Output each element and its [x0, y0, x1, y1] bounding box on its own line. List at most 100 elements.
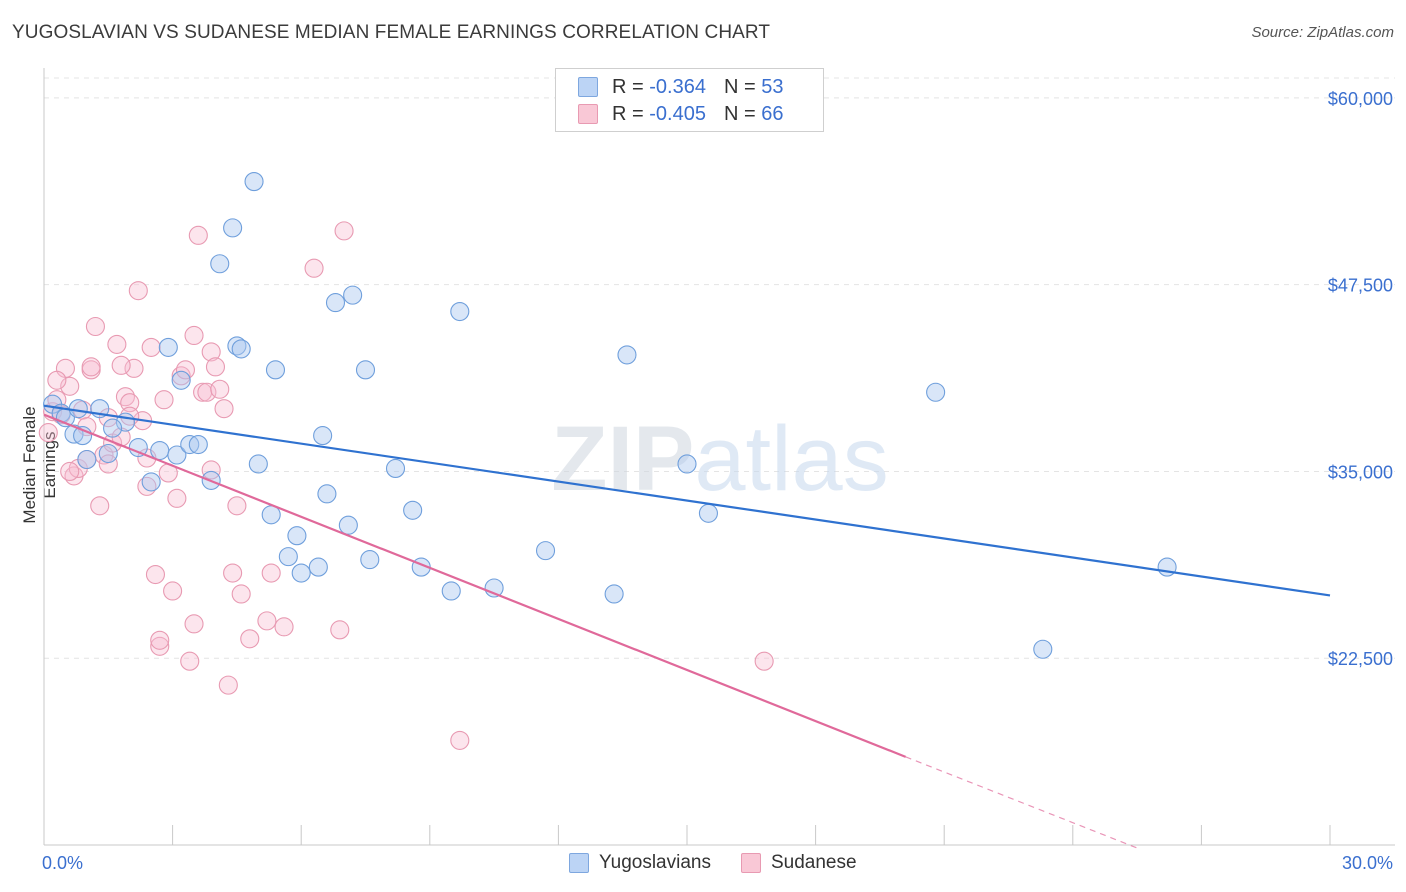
yugoslavians-point [355, 360, 376, 380]
sudanese-point [141, 337, 161, 357]
sudanese-point [227, 496, 247, 516]
sudanese-trend-extension [905, 756, 1138, 849]
sudanese-point [231, 584, 251, 604]
sudanese-point [188, 225, 208, 245]
legend-item-yugoslavians[interactable]: Yugoslavians [569, 852, 711, 874]
yugoslavians-point [317, 484, 337, 504]
sudanese-point [145, 564, 166, 585]
pink-swatch [578, 104, 598, 124]
yugoslavians-trend-line [43, 404, 1331, 597]
source-label: Source: ZipAtlas.com [1251, 24, 1394, 41]
sudanese-point [274, 617, 294, 637]
legend-item-sudanese[interactable]: Sudanese [740, 852, 857, 874]
sudanese-point [107, 334, 127, 354]
n-label: N = [723, 102, 756, 125]
sudanese-point [754, 651, 774, 671]
sudanese-point [210, 379, 230, 399]
sudanese-point [150, 630, 170, 650]
gridlines [44, 77, 1395, 659]
n-label: N = [723, 75, 756, 98]
watermark-zip: ZIP [551, 408, 694, 510]
yugoslavians-point [188, 434, 208, 455]
x-tick-label-right: 30.0% [1342, 853, 1393, 873]
sudanese-point [180, 651, 200, 671]
yugoslavians-point [158, 337, 178, 357]
sudanese-point [150, 636, 170, 656]
correlation-legend: R = -0.364 N = 53 R = -0.405 N = 66 [555, 68, 824, 132]
sudanese-point [120, 393, 140, 413]
watermark: ZIPatlas [551, 408, 888, 510]
yugoslavians-point [291, 563, 311, 583]
yugoslavians-point [325, 293, 346, 313]
series-legend: Yugoslavians Sudanese [569, 852, 887, 874]
yugoslavians-point [308, 557, 328, 577]
sudanese-point [38, 423, 58, 443]
yugoslavians-point [313, 426, 333, 446]
yugoslavians-point [231, 339, 251, 359]
sudanese-point [223, 563, 243, 583]
yugoslavians-point [68, 399, 88, 419]
sudanese-point [304, 258, 324, 278]
legend-row-yugoslavians: R = -0.364 N = 53 [578, 74, 783, 100]
sudanese-point [175, 360, 196, 380]
r-value: -0.364 [649, 75, 706, 98]
x-tick-label-left: 0.0% [42, 853, 83, 873]
sudanese-point [60, 461, 80, 481]
blue-swatch [569, 853, 589, 873]
yugoslavians-point [677, 454, 697, 474]
y-tick-label: $60,000 [1328, 89, 1393, 109]
r-label: R = [612, 75, 644, 98]
yugoslavians-point [535, 541, 556, 561]
sudanese-point [240, 629, 260, 649]
yugoslavians-point [171, 370, 191, 390]
yugoslavians-point [287, 526, 307, 546]
axes [43, 68, 1395, 846]
yugoslavians-point [604, 584, 624, 604]
sudanese-point [167, 488, 187, 508]
yugoslavians-point [360, 550, 380, 570]
legend-row-sudanese: R = -0.405 N = 66 [578, 101, 783, 127]
sudanese-point [257, 611, 277, 631]
n-value: 53 [761, 75, 784, 98]
yugoslavians-point [167, 445, 187, 465]
sudanese-point [154, 390, 174, 410]
yugoslavians-point [698, 503, 718, 523]
y-tick-label: $47,500 [1328, 276, 1393, 296]
yugoslavians-point [450, 302, 470, 322]
sudanese-point [450, 730, 470, 750]
yugoslavians-point [617, 345, 637, 365]
yugoslavians-point [77, 449, 97, 470]
sudanese-point [111, 355, 131, 375]
yugoslavians-point [265, 360, 286, 380]
yugoslavians-point [385, 458, 406, 479]
sudanese-point [330, 620, 350, 640]
sudanese-point [90, 496, 110, 516]
sudanese-point [128, 281, 148, 301]
legend-label: Sudanese [770, 852, 857, 873]
yugoslavians-point [150, 440, 170, 461]
yugoslavians-point [278, 547, 298, 567]
n-value: 66 [761, 102, 784, 125]
yugoslavians-point [210, 254, 230, 274]
r-label: R = [612, 102, 644, 125]
sudanese-point [201, 342, 221, 362]
sudanese-point [85, 316, 105, 337]
y-tick-label: $35,000 [1328, 462, 1393, 482]
yugoslavians-point [926, 382, 946, 402]
sudanese-point [47, 370, 67, 390]
sudanese-point [261, 563, 281, 583]
sudanese-point [184, 614, 204, 634]
yugoslavians-points [43, 172, 1177, 659]
sudanese-point [81, 357, 101, 377]
sudanese-trend-line [43, 413, 907, 758]
yugoslavians-point [141, 472, 161, 492]
sudanese-point [214, 399, 234, 419]
r-value: -0.405 [649, 102, 706, 125]
yugoslavians-point [98, 443, 118, 464]
yugoslavians-point [338, 515, 358, 535]
yugoslavians-point [248, 454, 268, 474]
yugoslavians-point [441, 581, 461, 601]
yugoslavians-point [244, 172, 264, 192]
blue-swatch [578, 77, 598, 97]
